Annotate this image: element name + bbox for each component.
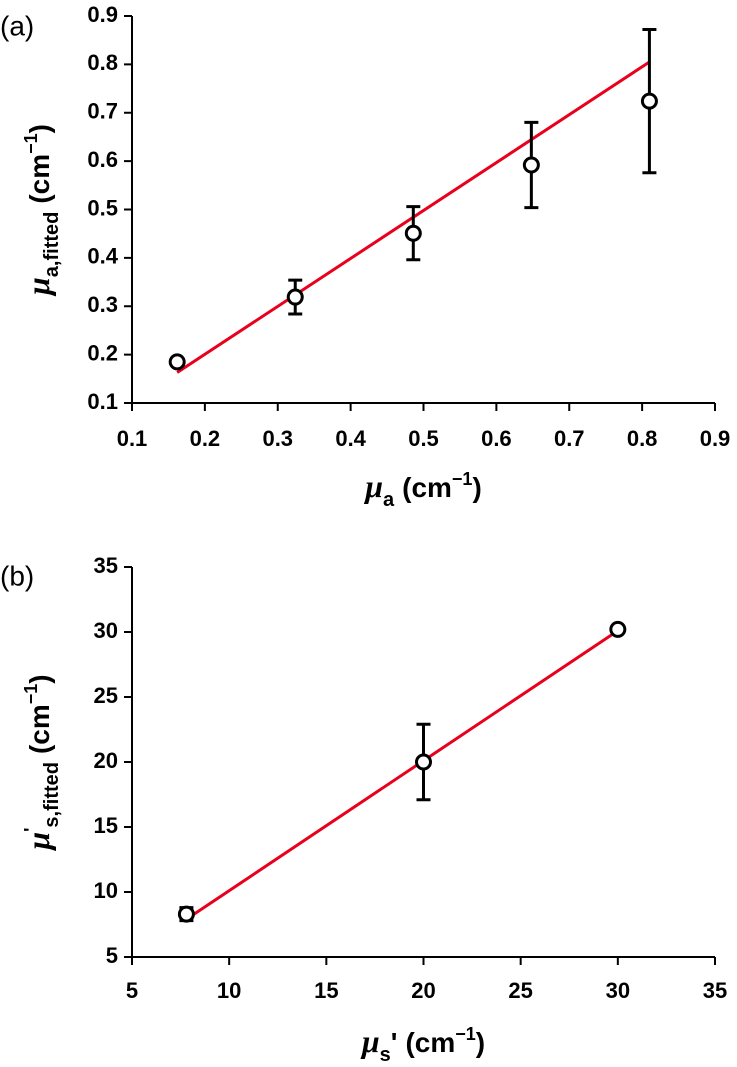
y-tick-label: 0.4 bbox=[87, 244, 118, 269]
data-point bbox=[522, 156, 540, 174]
y-tick-label: 5 bbox=[106, 943, 118, 968]
label-part: (cm bbox=[402, 472, 452, 503]
x-tick-label: 10 bbox=[217, 978, 241, 1003]
label-part: (cm bbox=[405, 1027, 455, 1058]
data-point bbox=[640, 92, 658, 110]
y-tick-label: 0.3 bbox=[87, 292, 118, 317]
label-part: μ bbox=[363, 468, 383, 504]
label-part: a bbox=[383, 489, 395, 511]
label-part: (cm bbox=[24, 154, 55, 204]
label-part: ) bbox=[24, 124, 55, 133]
label-part: ) bbox=[24, 674, 55, 683]
label-part: ) bbox=[472, 472, 481, 503]
fit-line bbox=[185, 629, 619, 921]
x-tick-label: 15 bbox=[314, 978, 338, 1003]
data-point bbox=[415, 753, 432, 771]
x-tick-label: 0.9 bbox=[700, 426, 731, 451]
label-part: a,fitted bbox=[41, 212, 63, 278]
label-part: ) bbox=[476, 1027, 485, 1058]
label-part: (cm bbox=[24, 704, 55, 754]
y-axis-title: μa,fitted (cm−1) bbox=[20, 124, 63, 297]
label-part: −1 bbox=[455, 1024, 476, 1044]
label-part: −1 bbox=[21, 684, 41, 705]
label-part: −1 bbox=[21, 133, 41, 154]
y-tick-label: 25 bbox=[94, 683, 118, 708]
x-tick-label: 0.2 bbox=[190, 426, 221, 451]
y-tick-label: 0.1 bbox=[87, 389, 118, 414]
label-part: ' bbox=[391, 1027, 398, 1058]
x-tick-label: 25 bbox=[508, 978, 532, 1003]
label-part: ' bbox=[21, 828, 41, 832]
x-tick-label: 0.3 bbox=[262, 426, 293, 451]
x-axis-title: μs' (cm−1) bbox=[360, 1023, 485, 1066]
x-axis-title: μa (cm−1) bbox=[363, 468, 482, 511]
label-part: μ bbox=[20, 832, 56, 852]
label-part: μ bbox=[360, 1023, 380, 1059]
label-part: μ bbox=[20, 277, 56, 297]
y-axis-title: μ's,fitted (cm−1) bbox=[20, 674, 63, 851]
y-tick-label: 0.6 bbox=[87, 147, 118, 172]
x-tick-label: 5 bbox=[126, 978, 138, 1003]
x-tick-label: 20 bbox=[411, 978, 435, 1003]
y-tick-label: 10 bbox=[94, 878, 118, 903]
y-tick-label: 0.2 bbox=[87, 340, 118, 365]
data-point bbox=[168, 353, 186, 371]
data-point bbox=[609, 620, 627, 638]
y-tick-label: 30 bbox=[94, 618, 118, 643]
x-tick-label: 0.7 bbox=[554, 426, 585, 451]
label-part: s,fitted bbox=[41, 762, 63, 828]
x-tick-label: 0.5 bbox=[408, 426, 439, 451]
y-tick-label: 0.7 bbox=[87, 99, 118, 124]
data-point bbox=[177, 905, 195, 923]
x-tick-label: 0.6 bbox=[481, 426, 512, 451]
data-point bbox=[404, 224, 422, 242]
y-tick-label: 20 bbox=[94, 748, 118, 773]
panel-label: (a) bbox=[0, 10, 34, 41]
y-tick-label: 35 bbox=[94, 553, 118, 578]
y-tick-label: 0.9 bbox=[87, 2, 118, 27]
x-tick-label: 35 bbox=[703, 978, 727, 1003]
x-tick-label: 0.8 bbox=[627, 426, 658, 451]
y-tick-label: 0.5 bbox=[87, 195, 118, 220]
x-tick-label: 30 bbox=[606, 978, 630, 1003]
y-tick-label: 0.8 bbox=[87, 50, 118, 75]
x-tick-label: 0.4 bbox=[335, 426, 366, 451]
panel-label: (b) bbox=[0, 560, 34, 591]
label-part: −1 bbox=[452, 469, 473, 489]
x-tick-label: 0.1 bbox=[117, 426, 148, 451]
y-tick-label: 15 bbox=[94, 813, 118, 838]
data-point bbox=[286, 288, 304, 306]
label-part: s bbox=[380, 1044, 391, 1066]
